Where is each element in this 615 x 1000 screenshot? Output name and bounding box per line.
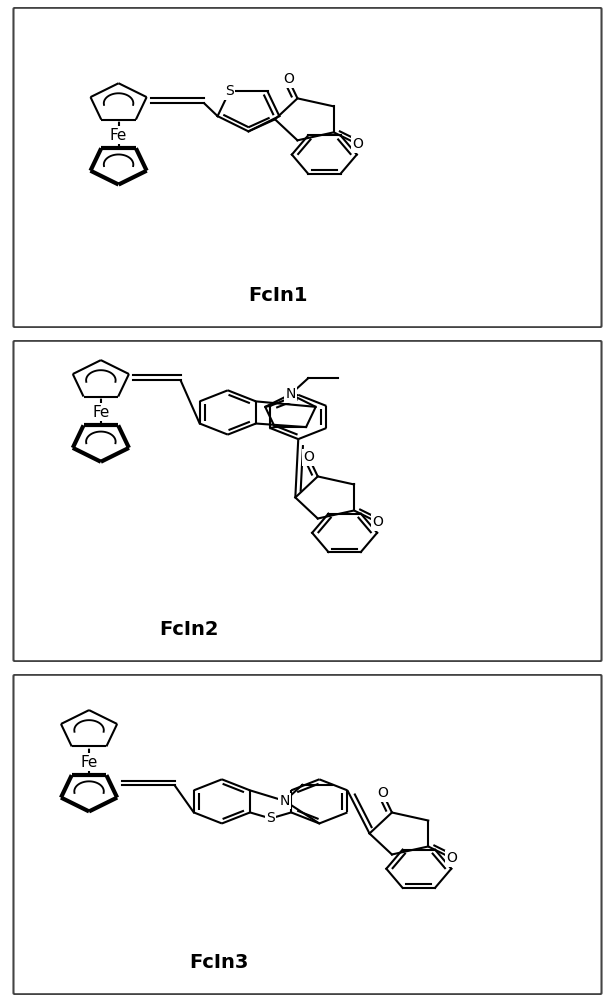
Text: S: S [225,84,234,98]
Text: O: O [283,72,294,86]
Text: O: O [373,515,383,529]
Text: Fe: Fe [110,128,127,143]
Text: Fe: Fe [92,405,109,420]
Text: O: O [378,786,388,800]
Text: O: O [303,450,314,464]
Text: N: N [279,794,290,808]
Text: S: S [266,811,275,825]
Text: FcIn3: FcIn3 [189,953,248,972]
Text: N: N [285,387,296,401]
Text: Fe: Fe [81,755,98,770]
Text: O: O [446,851,458,865]
Text: FcIn2: FcIn2 [160,620,219,639]
Text: FcIn1: FcIn1 [248,286,308,305]
Text: O: O [352,137,363,151]
